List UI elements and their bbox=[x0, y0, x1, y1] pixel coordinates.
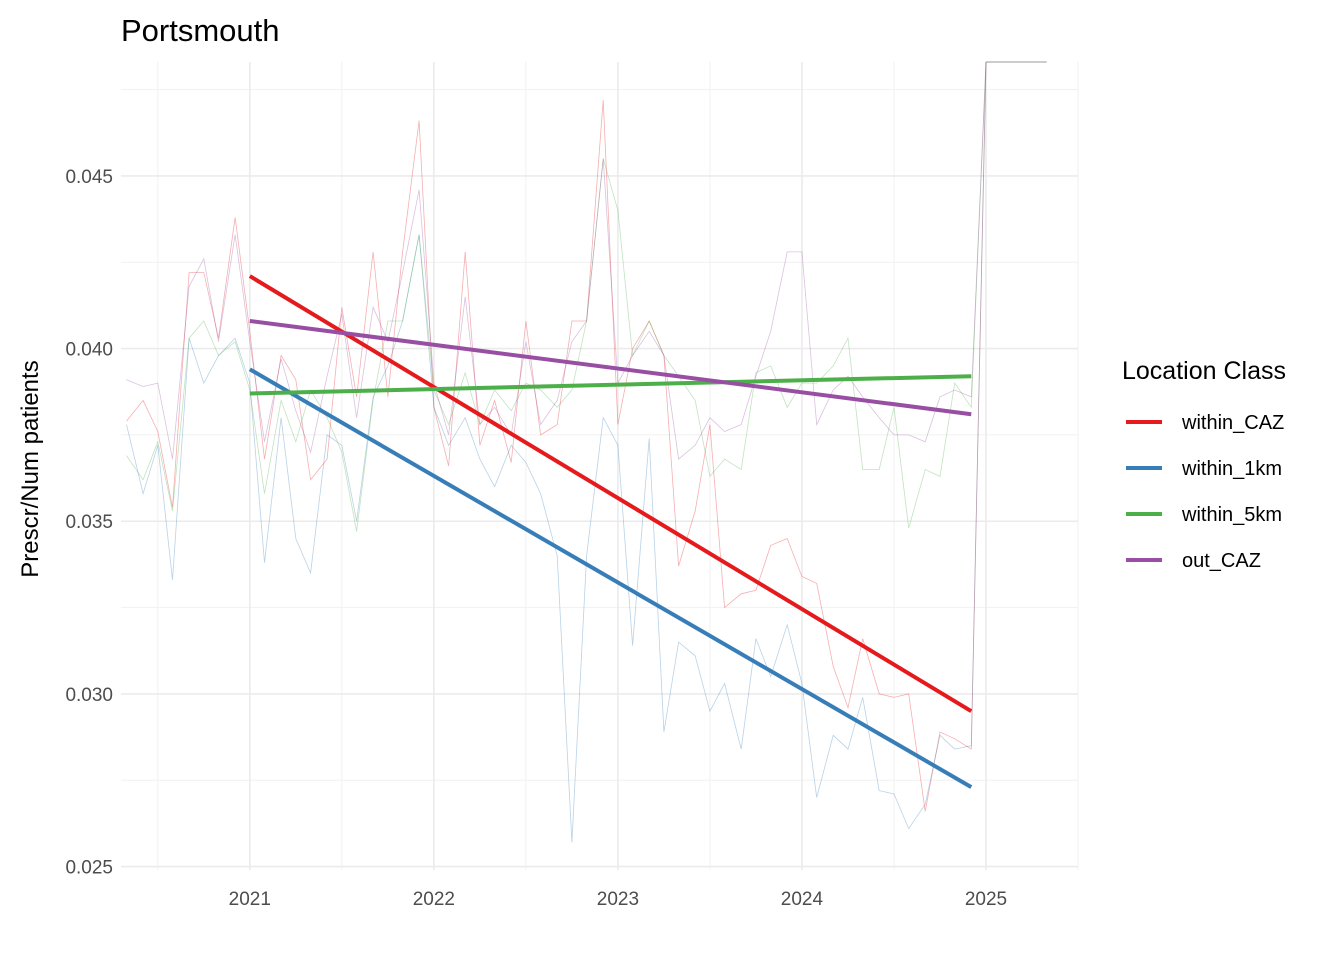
x-tick-label: 2023 bbox=[597, 889, 639, 910]
x-tick-label: 2021 bbox=[229, 889, 271, 910]
legend-label-within_5km: within_5km bbox=[1181, 504, 1282, 526]
raw-line-within_CAZ bbox=[126, 61, 987, 812]
x-tick-label: 2024 bbox=[781, 889, 824, 910]
y-axis-ticks: 0.025 0.030 0.035 0.040 0.045 bbox=[65, 167, 113, 879]
y-tick-label: 0.025 bbox=[65, 858, 113, 879]
trend-line-out_CAZ bbox=[249, 318, 972, 417]
trend-line-within_1km bbox=[248, 367, 973, 789]
trend-lines bbox=[248, 274, 973, 789]
y-tick-label: 0.030 bbox=[65, 685, 113, 706]
x-axis-ticks: 2021 2022 2023 2024 2025 bbox=[229, 889, 1007, 910]
legend-label-out_CAZ: out_CAZ bbox=[1182, 550, 1261, 572]
chart-title: Portsmouth bbox=[121, 13, 280, 48]
x-tick-label: 2022 bbox=[413, 889, 455, 910]
raw-line-within_1km bbox=[126, 61, 987, 843]
minor-gridlines bbox=[121, 62, 1079, 870]
legend-label-within_CAZ: within_CAZ bbox=[1181, 412, 1284, 434]
legend-title: Location Class bbox=[1122, 357, 1286, 385]
legend: Location Class within_CAZ within_1kmwithi… bbox=[1122, 357, 1286, 572]
raw-line-within_5km bbox=[126, 61, 987, 532]
x-tick-label: 2025 bbox=[965, 889, 1007, 910]
trend-line-within_5km bbox=[249, 374, 972, 396]
y-axis-title: Prescr/Num patients bbox=[17, 360, 44, 577]
y-tick-label: 0.035 bbox=[65, 512, 113, 533]
major-gridlines bbox=[121, 62, 1078, 870]
trend-line-within_CAZ bbox=[248, 274, 973, 713]
y-tick-label: 0.040 bbox=[65, 340, 113, 361]
legend-label-within_1km: within_1km bbox=[1181, 458, 1282, 480]
y-tick-label: 0.045 bbox=[65, 167, 113, 188]
